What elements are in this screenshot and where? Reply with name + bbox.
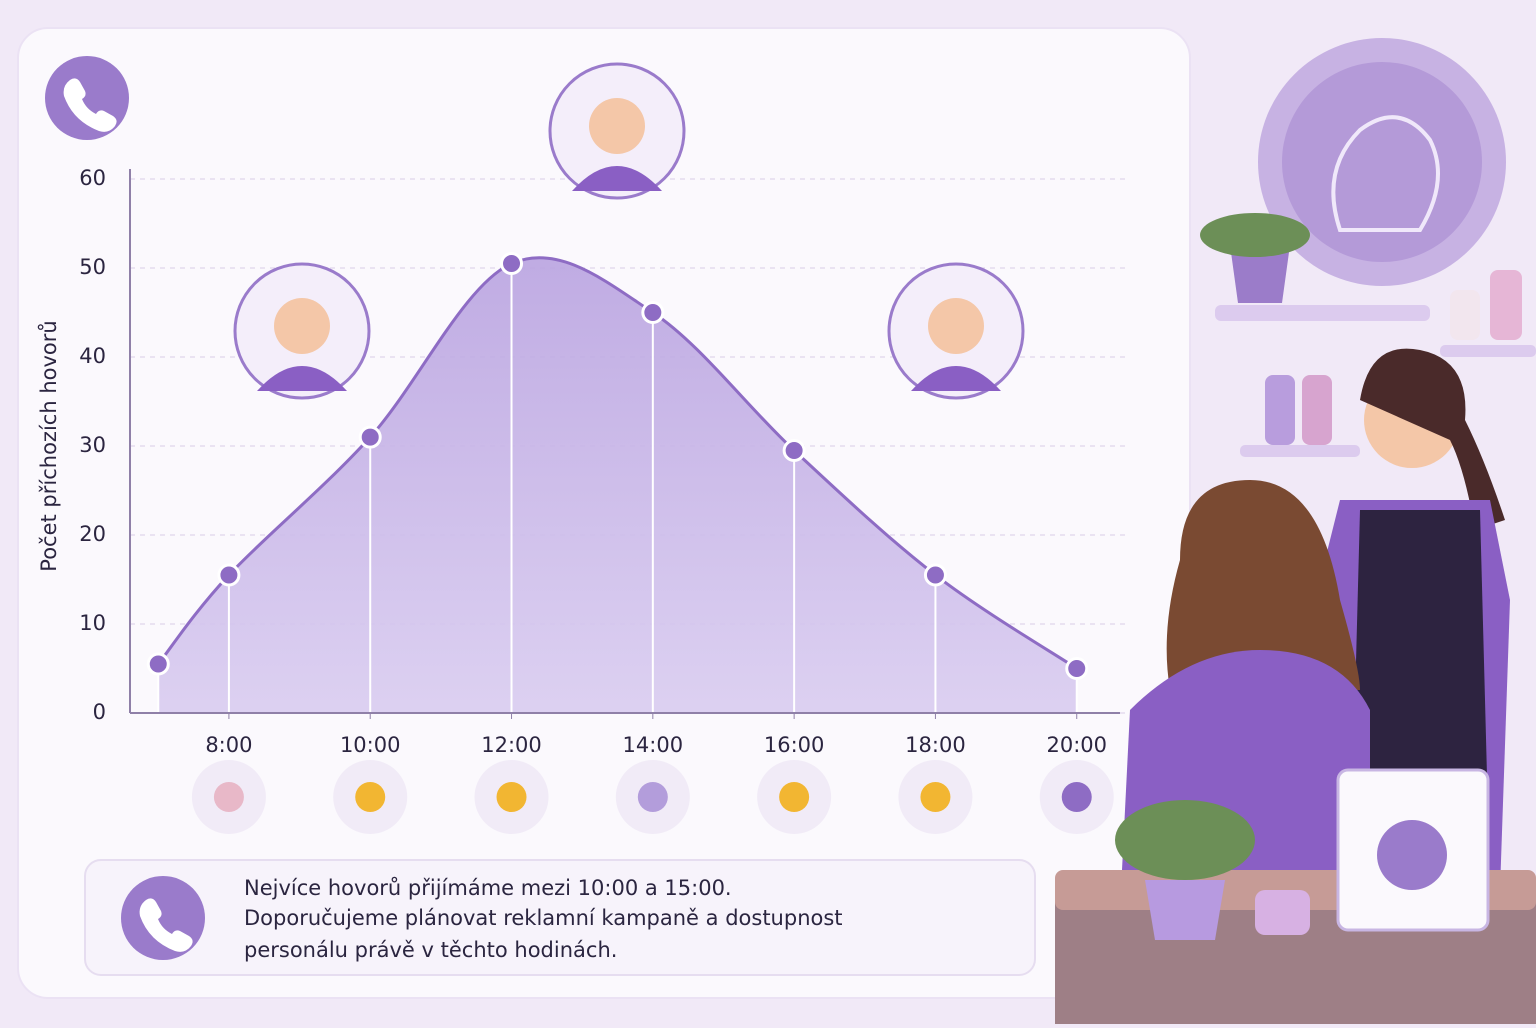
y-tick-label: 10 — [79, 611, 106, 635]
note-line: personálu právě v těchto hodinách. — [244, 938, 617, 962]
data-point — [146, 652, 170, 676]
data-point — [358, 425, 382, 449]
data-point — [217, 563, 241, 587]
x-tick-label: 14:00 — [623, 733, 684, 757]
time-icon — [637, 782, 668, 812]
y-tick-label: 40 — [79, 344, 106, 368]
avatar-body — [572, 166, 662, 191]
time-icon — [355, 782, 386, 812]
data-point — [1065, 657, 1089, 680]
time-icon — [779, 782, 810, 812]
phone-badge — [45, 56, 129, 140]
time-icon — [213, 782, 244, 812]
x-tick-label: 10:00 — [340, 733, 401, 757]
line — [157, 256, 1078, 670]
data-point — [500, 252, 524, 276]
note-line: Doporučujeme plánovat reklamní kampaně a… — [244, 906, 843, 930]
y-tick-label: 30 — [79, 433, 106, 457]
avatar-body — [911, 366, 1001, 391]
avatar-face — [928, 298, 984, 354]
x-tick-label: 16:00 — [764, 733, 825, 757]
avatar-body — [257, 366, 347, 391]
area — [158, 257, 1077, 713]
y-tick-label: 20 — [79, 522, 106, 546]
x-tick-label: 8:00 — [205, 733, 252, 757]
x-tick-label: 12:00 — [481, 733, 542, 757]
time-icon — [920, 782, 951, 812]
y-tick-label: 60 — [79, 166, 106, 190]
time-icon — [496, 782, 527, 812]
avatar-face — [274, 298, 330, 354]
avatar-face — [589, 98, 645, 154]
time-icon — [1061, 782, 1092, 812]
data-point — [641, 301, 665, 324]
x-tick-label: 18:00 — [905, 733, 966, 757]
data-point — [782, 438, 806, 462]
note-line: Nejvíce hovorů přijímáme mezi 10:00 a 15… — [244, 876, 732, 900]
note-icon — [121, 876, 205, 960]
y-tick-label: 0 — [93, 700, 106, 724]
data-point — [923, 563, 947, 587]
x-tick-label: 20:00 — [1046, 733, 1107, 757]
note-box — [84, 859, 1036, 976]
y-axis-label: Počet příchozích hovorů — [37, 320, 61, 571]
salon-illustration — [1055, 38, 1536, 1024]
y-tick-label: 50 — [79, 255, 106, 279]
